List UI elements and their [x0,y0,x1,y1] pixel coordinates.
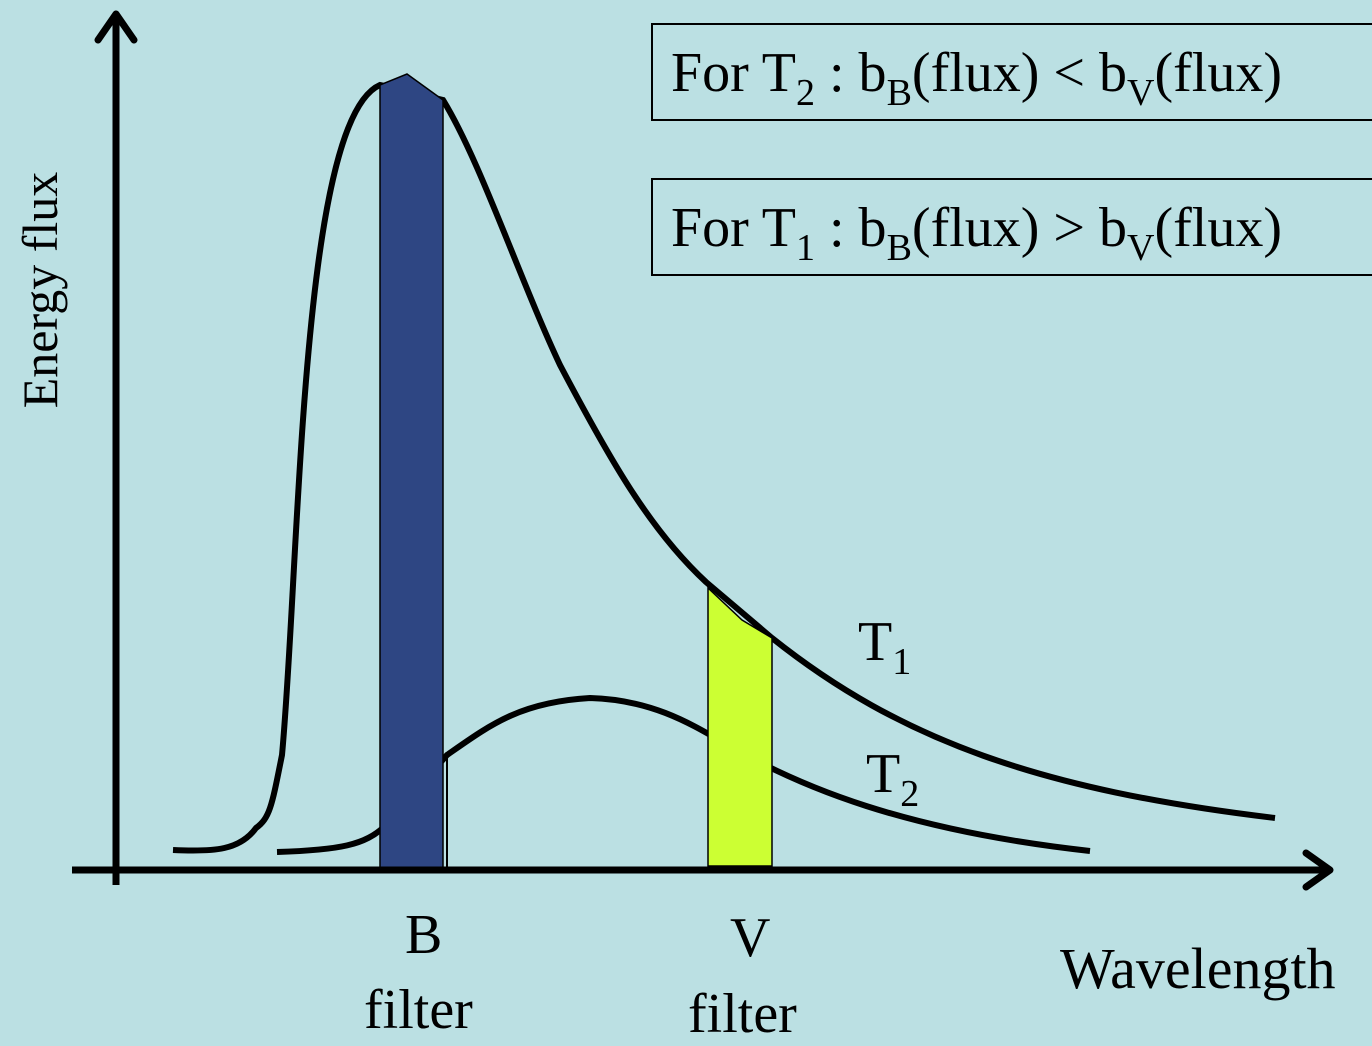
curve-t1 [172,81,1276,854]
b-filter-band [379,73,444,873]
statement-t1: For T1 : bB(flux) > bV(flux) [651,178,1372,276]
v-filter-band [707,586,773,867]
v-filter-word: filter [688,983,797,1045]
statement-t2: For T2 : bB(flux) < bV(flux) [651,23,1372,121]
y-axis-arrowhead [94,10,138,44]
b-filter-letter: B [405,904,443,966]
x-axis-label: Wavelength [1060,936,1336,1001]
x-axis-arrowhead [1302,849,1334,891]
curve-label-t2: T2 [866,743,920,815]
curve-label-t1: T1 [858,611,912,683]
v-filter-letter: V [730,907,771,969]
b-filter-word: filter [364,979,473,1041]
y-axis-label: Energy flux [12,171,68,409]
